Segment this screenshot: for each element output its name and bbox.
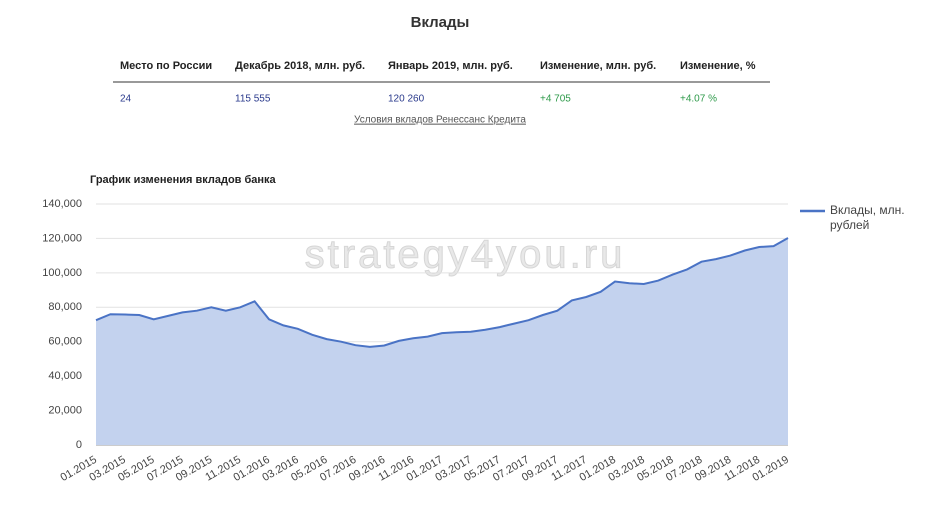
- table-cell: +4 705: [540, 94, 571, 105]
- table-header: Январь 2019, млн. руб.: [388, 60, 513, 72]
- legend-label: Вклады, млн. рублей: [830, 203, 905, 232]
- page-title: Вклады: [411, 14, 470, 31]
- link[interactable]: Условия вкладов Ренессанс Кредита: [354, 115, 526, 126]
- y-tick-label: 40,000: [48, 370, 82, 382]
- table-header: Место по России: [120, 60, 212, 72]
- y-tick-label: 80,000: [48, 301, 82, 313]
- table-cell: 120 260: [388, 94, 425, 105]
- table-cell: +4.07 %: [680, 94, 717, 105]
- table-header: Изменение, %: [680, 60, 756, 72]
- line: [95, 237, 789, 348]
- area: [96, 238, 788, 445]
- table-cell: 24: [120, 94, 132, 105]
- y-tick-label: 0: [76, 439, 82, 451]
- watermark: strategy4you.ru: [305, 233, 626, 277]
- table-cell: 115 555: [235, 94, 271, 105]
- y-tick-label: 120,000: [42, 232, 82, 244]
- table-header: Декабрь 2018, млн. руб.: [235, 60, 365, 72]
- y-tick-label: 140,000: [42, 198, 82, 210]
- y-tick-label: 100,000: [42, 267, 82, 279]
- chart-title: График изменения вкладов банка: [90, 174, 277, 186]
- table-header: Изменение, млн. руб.: [540, 60, 656, 72]
- y-tick-label: 60,000: [48, 336, 82, 348]
- y-tick-label: 20,000: [48, 404, 82, 416]
